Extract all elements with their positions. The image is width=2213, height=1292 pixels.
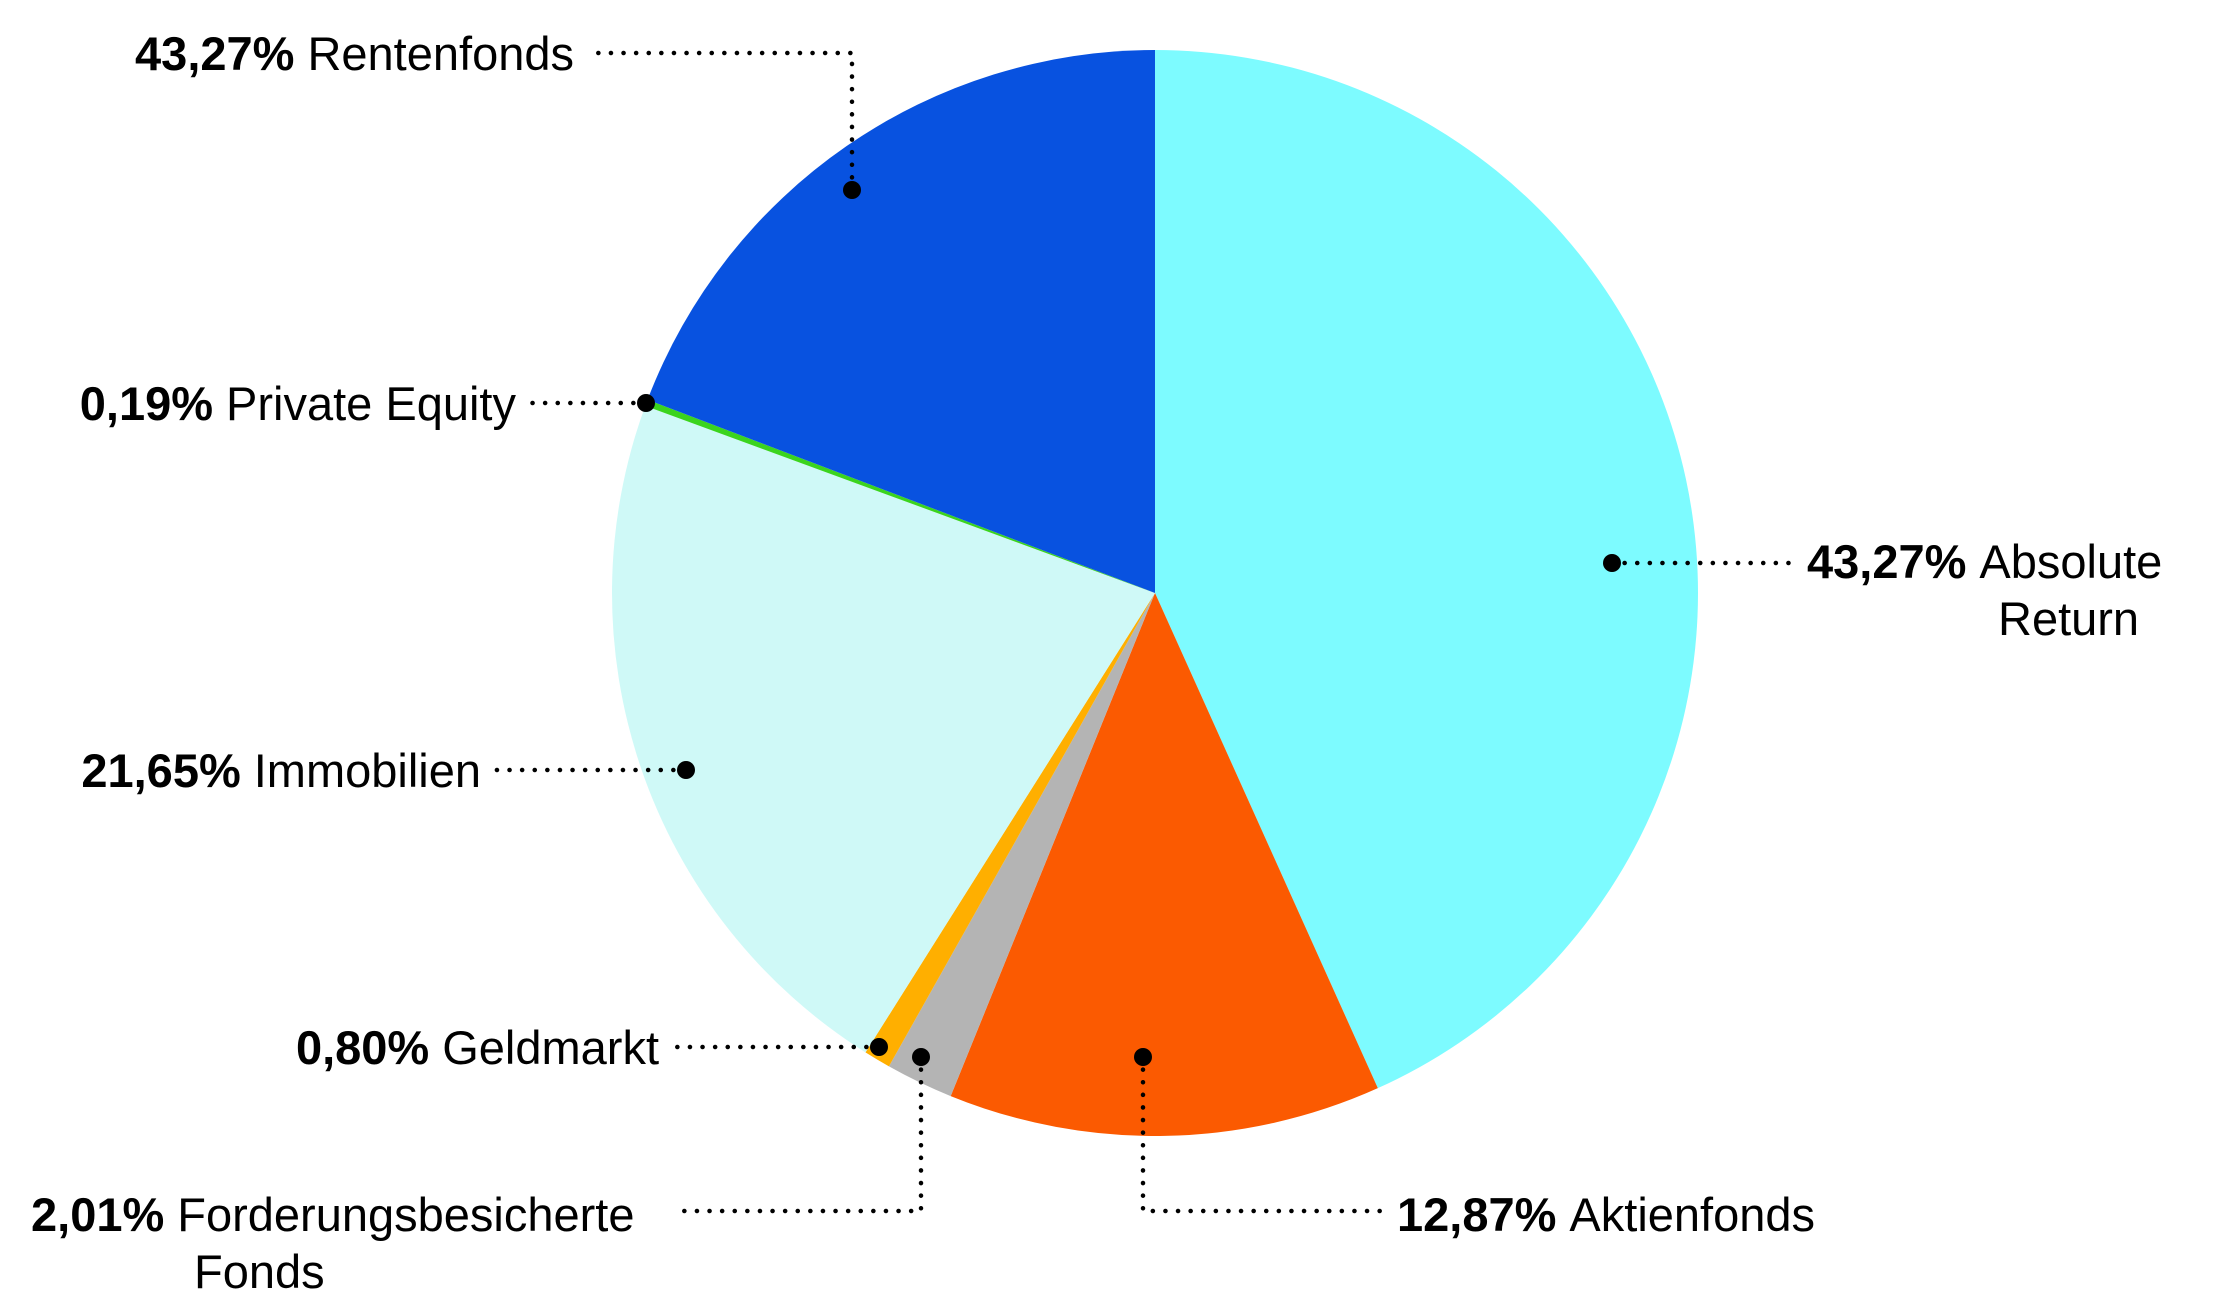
leader-dot-immobilien <box>677 761 695 779</box>
label-rentenfonds-percent: 43,27% <box>135 27 295 80</box>
label-geldmarkt: 0,80% Geldmarkt <box>296 1019 659 1076</box>
leader-dot-absolute-return <box>1603 554 1621 572</box>
label-rentenfonds: 43,27% Rentenfonds <box>135 25 574 82</box>
label-rentenfonds-name: Rentenfonds <box>307 27 574 80</box>
label-absolute-return: 43,27% Absolute Return <box>1807 533 2162 647</box>
pie-slice-immobilien <box>612 405 1155 1053</box>
pie-slice-private-equity <box>645 399 1155 593</box>
label-absolute-return-percent: 43,27% <box>1807 535 1967 588</box>
label-forderungsbesicherte-percent: 2,01% <box>31 1188 165 1241</box>
label-private-equity-name: Private Equity <box>226 377 516 430</box>
pie-slice-geldmarkt <box>865 593 1155 1067</box>
label-private-equity-percent: 0,19% <box>79 377 214 430</box>
leader-dot-forderungsbesicherte-fonds <box>912 1048 930 1066</box>
label-immobilien-name: Immobilien <box>253 744 481 797</box>
label-absolute-return-name-line2: Return <box>1998 592 2140 645</box>
label-forderungsbesicherte-fonds: 2,01% Forderungsbesicherte Fonds <box>31 1186 634 1292</box>
label-immobilien-percent: 21,65% <box>81 744 241 797</box>
pie-slice-rentenfonds <box>647 50 1155 593</box>
label-forderungsbesicherte-name-line2: Fonds <box>194 1245 325 1292</box>
label-private-equity: 0,19% Private Equity <box>80 375 516 432</box>
pie-slice-aktienfonds <box>950 593 1378 1136</box>
label-geldmarkt-name: Geldmarkt <box>442 1021 659 1074</box>
leader-dot-aktienfonds <box>1134 1048 1152 1066</box>
leader-dot-private-equity <box>637 394 655 412</box>
label-aktienfonds-name: Aktienfonds <box>1569 1188 1816 1241</box>
leader-line-rentenfonds <box>589 50 855 193</box>
leader-line-forderungsbesicherte-fonds <box>673 1054 924 1214</box>
pie-slice-absolute-return <box>1155 50 1698 1089</box>
label-forderungsbesicherte-name-line1: Forderungsbesicherte <box>177 1188 635 1241</box>
label-immobilien: 21,65% Immobilien <box>81 742 481 799</box>
leader-dot-rentenfonds <box>843 181 861 199</box>
leader-dot-geldmarkt <box>870 1038 888 1056</box>
leader-line-aktienfonds <box>1140 1054 1386 1214</box>
label-geldmarkt-percent: 0,80% <box>295 1021 430 1074</box>
label-aktienfonds-percent: 12,87% <box>1397 1188 1557 1241</box>
label-aktienfonds: 12,87% Aktienfonds <box>1397 1186 1815 1243</box>
label-absolute-return-name-line1: Absolute <box>1979 535 2163 588</box>
pie-slice-forderungsbesicherte-fonds <box>888 593 1155 1097</box>
